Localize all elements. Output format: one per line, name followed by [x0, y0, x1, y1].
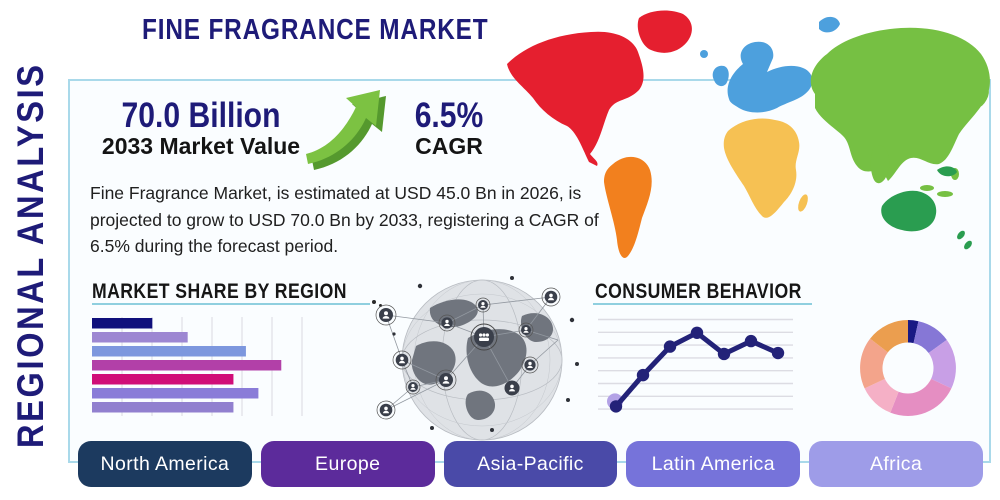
market-share-title: MARKET SHARE BY REGION: [92, 280, 347, 303]
cagr-stat: 6.5% CAGR: [393, 96, 505, 160]
globe-network-graphic: [372, 268, 587, 446]
market-value-number: 70.0 Billion: [121, 96, 281, 135]
bar-segment: [92, 402, 234, 413]
market-description: Fine Fragrance Market, is estimated at U…: [90, 183, 599, 257]
consumer-behavior-title: CONSUMER BEHAVIOR: [595, 280, 802, 303]
donut-slice: [860, 338, 888, 389]
globe-landmass: [429, 299, 478, 328]
donut-slice: [890, 378, 952, 416]
map-indonesia[interactable]: [920, 185, 934, 191]
market-value-label: 2033 Market Value: [101, 133, 301, 159]
region-buttons-row: North America Europe Asia-Pacific Latin Ame…: [78, 441, 983, 487]
bar-segment: [92, 318, 153, 329]
map-papua[interactable]: [937, 166, 957, 177]
bar-segment: [92, 388, 259, 399]
arrow-main-shape: [306, 90, 380, 164]
region-button-latin-america[interactable]: Latin America: [626, 441, 801, 487]
map-australia[interactable]: [881, 190, 937, 232]
map-madagascar[interactable]: [796, 193, 810, 213]
decorative-dot: [372, 300, 376, 304]
cagr-number: 6.5%: [414, 96, 484, 135]
bar-segment: [92, 374, 234, 385]
data-point: [609, 400, 623, 413]
data-point: [717, 347, 731, 361]
map-new-zealand[interactable]: [962, 239, 973, 251]
donut-slice: [864, 378, 899, 413]
map-iceland[interactable]: [700, 50, 708, 58]
decorative-dot: [379, 304, 382, 307]
map-indonesia[interactable]: [937, 191, 953, 197]
consumer-behavior-chart: [598, 318, 793, 413]
data-point: [636, 368, 650, 382]
world-map: [497, 2, 1000, 265]
data-point: [771, 346, 785, 360]
donut-slice: [908, 320, 919, 344]
bar-segment: [92, 332, 188, 343]
market-value-stat: 70.0 Billion 2033 Market Value: [95, 96, 307, 160]
bar-segment: [92, 360, 282, 371]
map-north-america[interactable]: [507, 31, 644, 166]
market-share-underline: [92, 303, 370, 305]
region-button-north-america[interactable]: North America: [78, 441, 252, 487]
map-south-america[interactable]: [604, 156, 652, 258]
map-new-zealand[interactable]: [955, 229, 966, 241]
donut-slice: [913, 321, 947, 354]
globe-landmass: [465, 390, 496, 420]
map-asia[interactable]: [810, 27, 990, 181]
map-novaya-zemlya[interactable]: [819, 16, 840, 33]
region-button-africa[interactable]: Africa: [809, 441, 983, 487]
cagr-label: CAGR: [415, 133, 483, 159]
region-button-europe[interactable]: Europe: [260, 441, 435, 487]
data-point: [690, 326, 704, 339]
map-africa[interactable]: [723, 118, 800, 218]
region-donut-chart: [860, 320, 956, 416]
map-greenland[interactable]: [637, 10, 692, 53]
consumer-behavior-underline: [593, 303, 812, 305]
side-label-regional-analysis: REGIONAL ANALYSIS: [10, 62, 51, 448]
donut-slice: [928, 339, 956, 389]
page-title: FINE FRAGRANCE MARKET: [142, 14, 489, 46]
data-point: [663, 340, 677, 353]
map-uk[interactable]: [712, 65, 729, 87]
map-japan[interactable]: [975, 87, 991, 108]
market-share-chart: [92, 317, 303, 416]
map-india[interactable]: [870, 145, 890, 184]
region-button-asia-pacific[interactable]: Asia-Pacific: [443, 441, 618, 487]
donut-slice: [870, 320, 908, 353]
network-nodes: [375, 276, 579, 432]
map-europe[interactable]: [727, 41, 813, 113]
bar-segment: [92, 346, 246, 357]
data-point: [744, 334, 758, 348]
growth-arrow-icon: [296, 84, 388, 170]
globe-landmass: [520, 313, 554, 342]
